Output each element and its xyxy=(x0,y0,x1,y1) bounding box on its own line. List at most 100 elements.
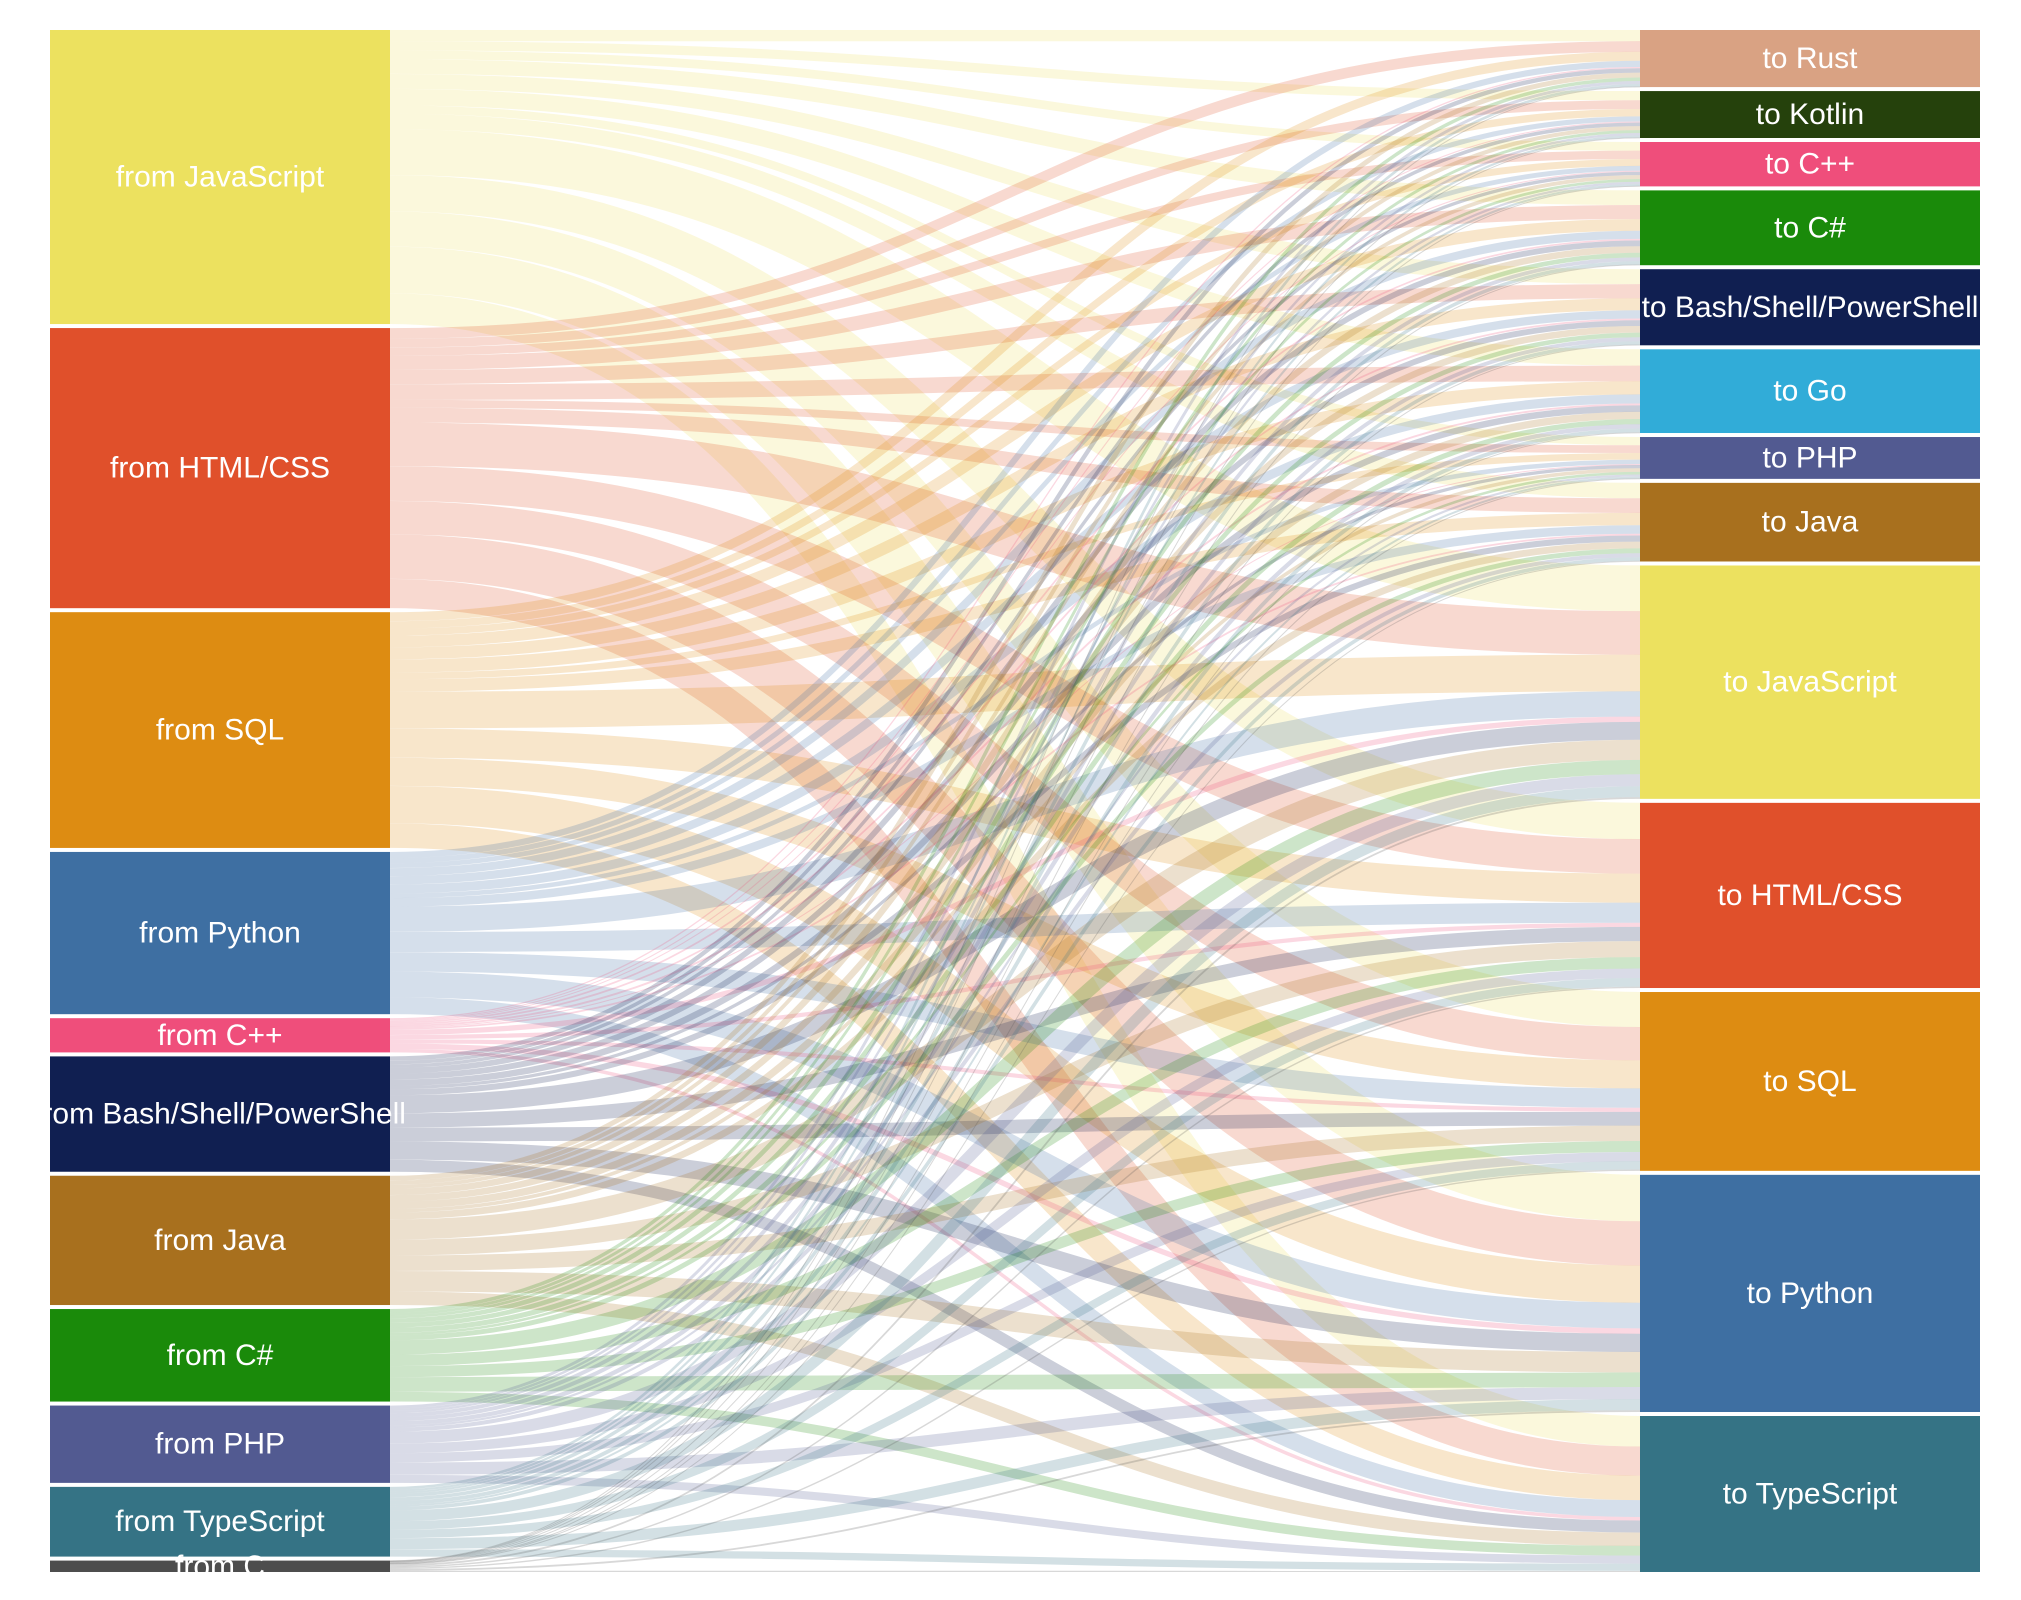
flow-js-to-cpp xyxy=(389,50,1641,151)
source-node-c xyxy=(50,1560,390,1572)
flow-c-to-cpp xyxy=(389,185,1641,1563)
flow-c-to-js xyxy=(389,797,1641,1567)
flow-bash-to-html xyxy=(389,926,1641,1128)
flow-cpp-to-php xyxy=(389,464,1641,1028)
flow-html-to-html xyxy=(389,466,1641,874)
source-node-js xyxy=(50,30,390,325)
flow-bash-to-py xyxy=(389,1141,1641,1352)
flow-sql-to-cpp xyxy=(389,158,1641,636)
flow-sql-to-php xyxy=(389,453,1641,680)
flow-cpp-to-cpp xyxy=(389,170,1641,1022)
flow-java-to-rust xyxy=(389,72,1641,1181)
flow-html-to-java xyxy=(389,407,1641,513)
flow-bash-to-java xyxy=(389,535,1641,1096)
flow-js-to-html xyxy=(389,175,1641,840)
flow-sql-to-java xyxy=(389,512,1641,692)
flow-ts-to-go xyxy=(389,428,1641,1505)
flow-c-to-cs xyxy=(389,264,1641,1563)
source-node-label-c: from C xyxy=(175,1550,265,1583)
flow-c-to-php xyxy=(389,478,1641,1565)
target-node-html xyxy=(1640,802,1980,989)
flow-js-to-kt xyxy=(389,41,1641,101)
target-node-label-js: to JavaScript xyxy=(1723,666,1897,699)
flow-js-to-sql xyxy=(389,211,1641,1028)
target-node-label-cpp: to C++ xyxy=(1765,148,1855,181)
flow-py-to-js xyxy=(389,691,1641,932)
flow-sql-to-go xyxy=(389,381,1641,673)
flow-cpp-to-rust xyxy=(389,66,1641,1020)
flow-php-to-sql xyxy=(389,1151,1641,1463)
flow-py-to-sql xyxy=(389,952,1641,1108)
flow-py-to-cs xyxy=(389,230,1641,877)
flow-c-to-java xyxy=(389,560,1641,1565)
source-node-label-php: from PHP xyxy=(155,1428,285,1461)
target-node-cpp xyxy=(1640,141,1980,187)
flow-cs-to-go xyxy=(389,419,1641,1333)
target-node-ts xyxy=(1640,1416,1980,1572)
flow-c-to-sql xyxy=(389,1169,1641,1570)
source-node-ts xyxy=(50,1486,390,1557)
flow-cpp-to-sql xyxy=(389,1039,1641,1112)
flow-c-to-rust xyxy=(389,86,1641,1562)
flow-bash-to-bash xyxy=(389,320,1641,1080)
source-node-label-java: from Java xyxy=(154,1224,286,1257)
source-node-label-cs: from C# xyxy=(167,1339,274,1372)
source-node-label-bash: from Bash/Shell/PowerShell xyxy=(34,1098,406,1131)
flow-php-to-cs xyxy=(389,257,1641,1418)
flow-cs-to-js xyxy=(389,759,1641,1355)
sankey-nodes: from JavaScript from HTML/CSS from SQL from… xyxy=(34,30,1980,1583)
flow-html-to-kt xyxy=(389,100,1641,348)
target-node-label-kt: to Kotlin xyxy=(1756,98,1864,131)
flow-js-to-ts xyxy=(389,293,1641,1447)
target-node-cs xyxy=(1640,190,1980,266)
flow-py-to-py xyxy=(389,971,1641,1329)
flow-java-to-py xyxy=(389,1271,1641,1373)
target-node-label-html: to HTML/CSS xyxy=(1717,879,1902,912)
flow-py-to-php xyxy=(389,459,1641,899)
target-node-js xyxy=(1640,565,1980,799)
flow-java-to-js xyxy=(389,739,1641,1240)
flow-java-to-kt xyxy=(389,126,1641,1185)
flow-cpp-to-bash xyxy=(389,318,1641,1026)
flow-bash-to-sql xyxy=(389,1111,1641,1142)
flow-cs-to-php xyxy=(389,471,1641,1336)
flow-java-to-cs xyxy=(389,246,1641,1196)
flow-php-to-ts xyxy=(389,1474,1641,1564)
target-node-label-sql: to SQL xyxy=(1763,1065,1856,1098)
source-node-label-cpp: from C++ xyxy=(157,1019,282,1052)
flow-py-to-java xyxy=(389,525,1641,907)
source-node-sql xyxy=(50,612,390,848)
target-node-label-java: to Java xyxy=(1762,506,1859,539)
flow-js-to-py xyxy=(389,246,1641,1222)
flow-php-to-go xyxy=(389,424,1641,1426)
flow-php-to-java xyxy=(389,553,1641,1432)
flow-c-to-kt xyxy=(389,137,1641,1562)
flow-links xyxy=(389,29,1641,1573)
flow-cs-to-cs xyxy=(389,252,1641,1323)
flow-js-to-go xyxy=(389,88,1641,366)
flow-cs-to-sql xyxy=(389,1140,1641,1378)
flow-c-to-bash xyxy=(389,344,1641,1564)
flow-cs-to-java xyxy=(389,548,1641,1341)
flow-html-to-py xyxy=(389,534,1641,1266)
target-node-label-rust: to Rust xyxy=(1762,42,1858,75)
flow-py-to-rust xyxy=(389,60,1641,859)
flow-sql-to-cs xyxy=(389,218,1641,648)
flow-bash-to-go xyxy=(389,405,1641,1086)
flow-ts-to-cs xyxy=(389,261,1641,1498)
source-node-label-py: from Python xyxy=(139,917,301,950)
flow-cpp-to-go xyxy=(389,403,1641,1027)
flow-cpp-to-js xyxy=(389,716,1641,1036)
flow-sql-to-js xyxy=(389,654,1641,729)
flow-ts-to-php xyxy=(389,476,1641,1507)
flow-sql-to-rust xyxy=(389,51,1641,622)
flow-ts-to-kt xyxy=(389,135,1641,1492)
flow-html-to-go xyxy=(389,365,1641,400)
flow-sql-to-sql xyxy=(389,757,1641,1089)
flow-php-to-php xyxy=(389,474,1641,1428)
source-node-label-ts: from TypeScript xyxy=(115,1505,325,1538)
flow-php-to-js xyxy=(389,774,1641,1444)
flow-php-to-bash xyxy=(389,337,1641,1422)
flow-ts-to-cpp xyxy=(389,183,1641,1494)
